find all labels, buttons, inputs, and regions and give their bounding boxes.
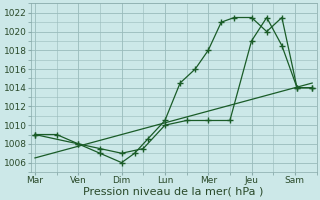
X-axis label: Pression niveau de la mer( hPa ): Pression niveau de la mer( hPa ) <box>84 187 264 197</box>
